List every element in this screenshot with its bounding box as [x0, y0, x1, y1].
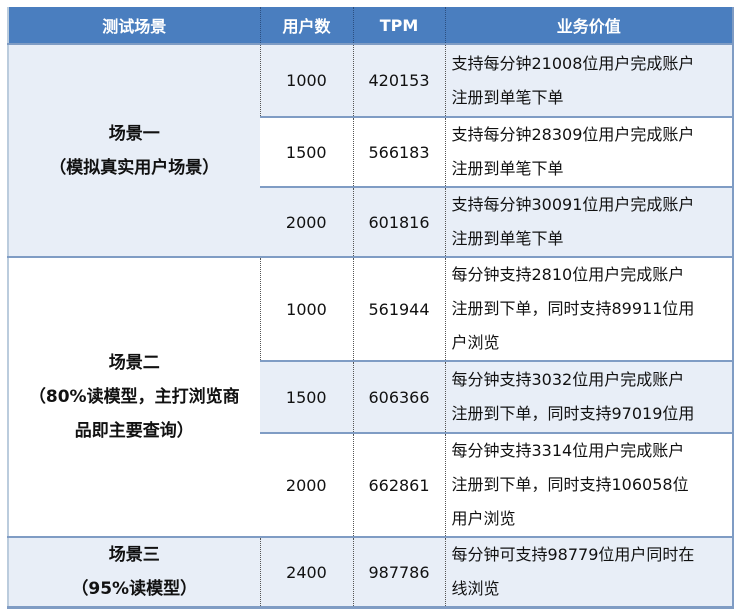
table-row: 1500 566183 支持每分钟28309位用户完成账户 注册到单笔下单: [8, 116, 733, 187]
scenario-cell: 场景二 （80%读模型，主打浏览商 品即主要查询）: [8, 256, 260, 537]
value-cell: 支持每分钟21008位用户完成账户 注册到单笔下单: [444, 43, 733, 117]
users-cell: 1500: [260, 116, 353, 187]
tpm-cell: 987786: [352, 536, 445, 608]
users-cell: 2000: [260, 432, 353, 537]
tpm-cell: 420153: [352, 43, 445, 117]
value-cell: 每分钟可支持98779位用户同时在 线浏览: [444, 536, 733, 608]
tpm-cell: 606366: [352, 360, 445, 433]
users-cell: 2000: [260, 186, 353, 257]
users-cell: 1000: [259, 256, 353, 361]
value-cell: 每分钟支持2810位用户完成账户 注册到下单，同时支持89911位用 户浏览: [444, 256, 733, 361]
value-cell: 支持每分钟30091位用户完成账户 注册到单笔下单: [444, 186, 733, 257]
users-cell: 2400: [259, 536, 353, 608]
header-scenario: 测试场景: [8, 7, 260, 44]
table-row: 场景二 （80%读模型，主打浏览商 品即主要查询） 1000 561944 每分…: [8, 256, 733, 537]
value-cell: 每分钟支持3032位用户完成账户 注册到下单，同时支持97019位用: [444, 360, 733, 433]
scenario-cell: 场景三 （95%读模型）: [8, 536, 260, 608]
tpm-cell: 601816: [352, 186, 445, 257]
header-users: 用户数: [259, 7, 353, 44]
value-cell: 每分钟支持3314位用户完成账户 注册到下单，同时支持106058位 用户浏览: [444, 432, 733, 537]
value-cell: 支持每分钟28309位用户完成账户 注册到单笔下单: [444, 116, 733, 187]
header-tpm: TPM: [352, 7, 445, 44]
table-row: 场景一 （模拟真实用户场景） 1000 420153 支持每分钟21008位用户…: [8, 43, 733, 257]
scenario-cell: 场景一 （模拟真实用户场景）: [8, 43, 260, 257]
header-value: 业务价值: [444, 7, 733, 44]
tpm-cell: 662861: [352, 432, 445, 537]
users-cell: 1500: [260, 360, 353, 433]
header-row: 测试场景 用户数 TPM 业务价值: [8, 7, 733, 44]
table-row: 场景三 （95%读模型） 2400 987786 每分钟可支持98779位用户同…: [8, 536, 733, 608]
users-cell: 1000: [259, 43, 353, 117]
tpm-cell: 561944: [352, 256, 445, 361]
tpm-cell: 566183: [352, 116, 445, 187]
performance-table: 测试场景 用户数 TPM 业务价值 场景一 （模拟真实用户场景） 1000 42…: [7, 7, 734, 609]
